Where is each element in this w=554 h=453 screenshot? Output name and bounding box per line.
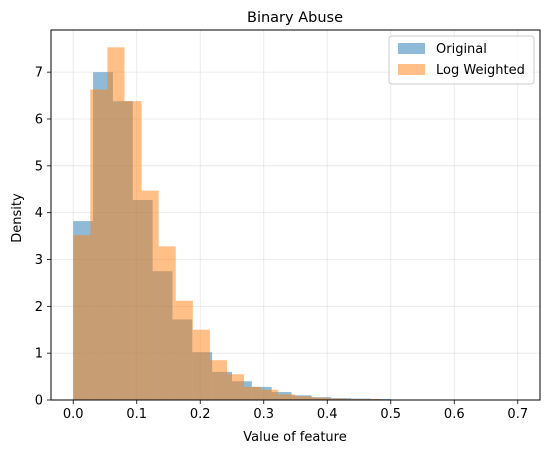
histogram-bar (261, 389, 279, 400)
histogram-bar (226, 374, 245, 400)
y-tick-label: 1 (35, 347, 43, 362)
x-tick-label: 0.7 (507, 407, 528, 422)
plot-area-frame (50, 29, 541, 401)
y-tick-label: 5 (35, 159, 43, 174)
x-axis-label: Value of feature (243, 430, 346, 445)
y-tick-label: 6 (35, 112, 43, 127)
x-tick-label: 0.5 (380, 407, 401, 422)
histogram-bar (73, 235, 91, 400)
series-log-weighted (73, 47, 518, 401)
legend-swatch (398, 43, 425, 54)
y-tick-label: 3 (35, 253, 43, 268)
y-tick-label: 0 (35, 394, 43, 409)
legend: Original Log Weighted (388, 35, 535, 85)
legend-box (388, 35, 535, 85)
histogram-bar (209, 360, 227, 400)
histogram-bar (278, 394, 296, 400)
x-tick-label: 0.1 (126, 407, 147, 422)
histogram-bar (141, 190, 159, 400)
histogram-bar (107, 47, 125, 401)
histogram-bar (312, 397, 330, 400)
x-tick-label: 0.2 (190, 407, 211, 422)
legend-label: Original (436, 42, 487, 57)
histogram-bar (158, 246, 176, 400)
x-tick-label: 0.6 (444, 407, 465, 422)
axis-ticks: 0.0 0.1 0.2 0.3 0.4 0.5 0.6 0.7 0 1 2 3 4 5 6 7 (35, 66, 528, 422)
histogram-bars (73, 47, 518, 401)
y-tick-label: 2 (35, 300, 43, 315)
legend-label: Log Weighted (436, 63, 525, 78)
histogram-bar (244, 386, 262, 400)
x-tick-label: 0.4 (317, 407, 338, 422)
histogram-bar (295, 396, 313, 400)
y-tick-label: 7 (35, 66, 43, 81)
y-axis-label: Density (10, 193, 25, 243)
x-tick-label: 0.3 (253, 407, 274, 422)
legend-swatch (398, 64, 425, 75)
chart-title: Binary Abuse (247, 10, 343, 26)
histogram-bar (124, 101, 142, 400)
y-tick-label: 4 (35, 206, 43, 221)
histogram-bar (192, 329, 210, 400)
histogram-bar (90, 89, 108, 400)
histogram-bar (329, 398, 347, 400)
histogram-bar (175, 300, 193, 400)
x-tick-label: 0.0 (63, 407, 84, 422)
